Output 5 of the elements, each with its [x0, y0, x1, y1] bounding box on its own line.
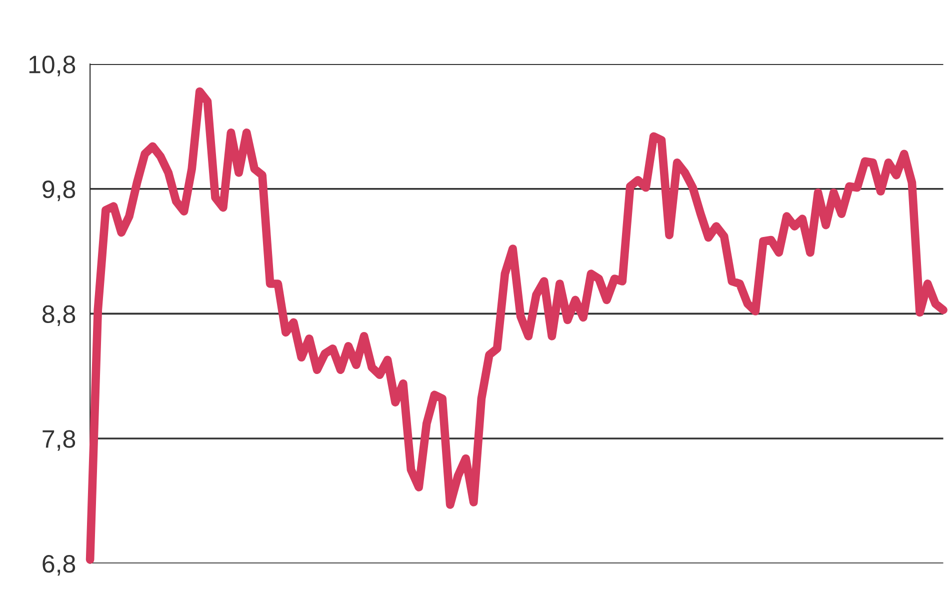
- y-tick-label: 10,8: [29, 56, 76, 76]
- y-tick-label: 8,8: [42, 305, 76, 326]
- y-tick-label: 9,8: [42, 180, 76, 202]
- y-tick-label: 7,8: [42, 430, 76, 451]
- y-tick-label: 6,8: [42, 554, 76, 576]
